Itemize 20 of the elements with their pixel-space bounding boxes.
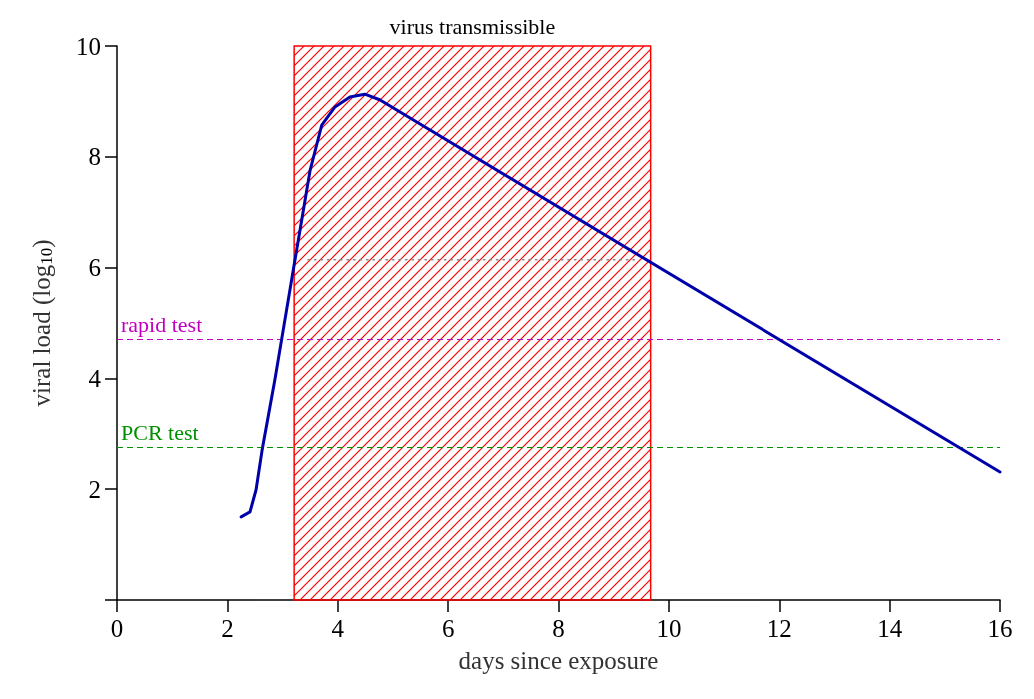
y-tick-label: 4 — [88, 364, 102, 392]
x-axis-title: days since exposure — [458, 647, 659, 674]
band-label: virus transmissible — [389, 13, 556, 39]
x-tick-label: 0 — [110, 615, 124, 642]
y-tick-label: 10 — [76, 32, 101, 60]
x-tick-label: 10 — [656, 615, 682, 642]
y-tick-label: 8 — [88, 143, 101, 171]
y-tick-label: 6 — [88, 254, 101, 282]
x-tick-label: 8 — [552, 615, 565, 642]
y-tick-label: 2 — [88, 475, 101, 503]
x-tick-label: 14 — [877, 615, 903, 642]
x-tick-label: 4 — [331, 615, 345, 642]
y-axis-title: viral load (log10) — [28, 239, 56, 407]
x-tick-label: 2 — [221, 615, 234, 642]
line-series — [239, 92, 1002, 519]
x-tick-label: 6 — [441, 615, 455, 642]
ref-line-label: rapid test — [121, 312, 203, 338]
x-tick-label: 16 — [987, 615, 1013, 642]
ref-line-label: PCR test — [121, 420, 199, 446]
x-tick-label: 12 — [766, 615, 792, 642]
